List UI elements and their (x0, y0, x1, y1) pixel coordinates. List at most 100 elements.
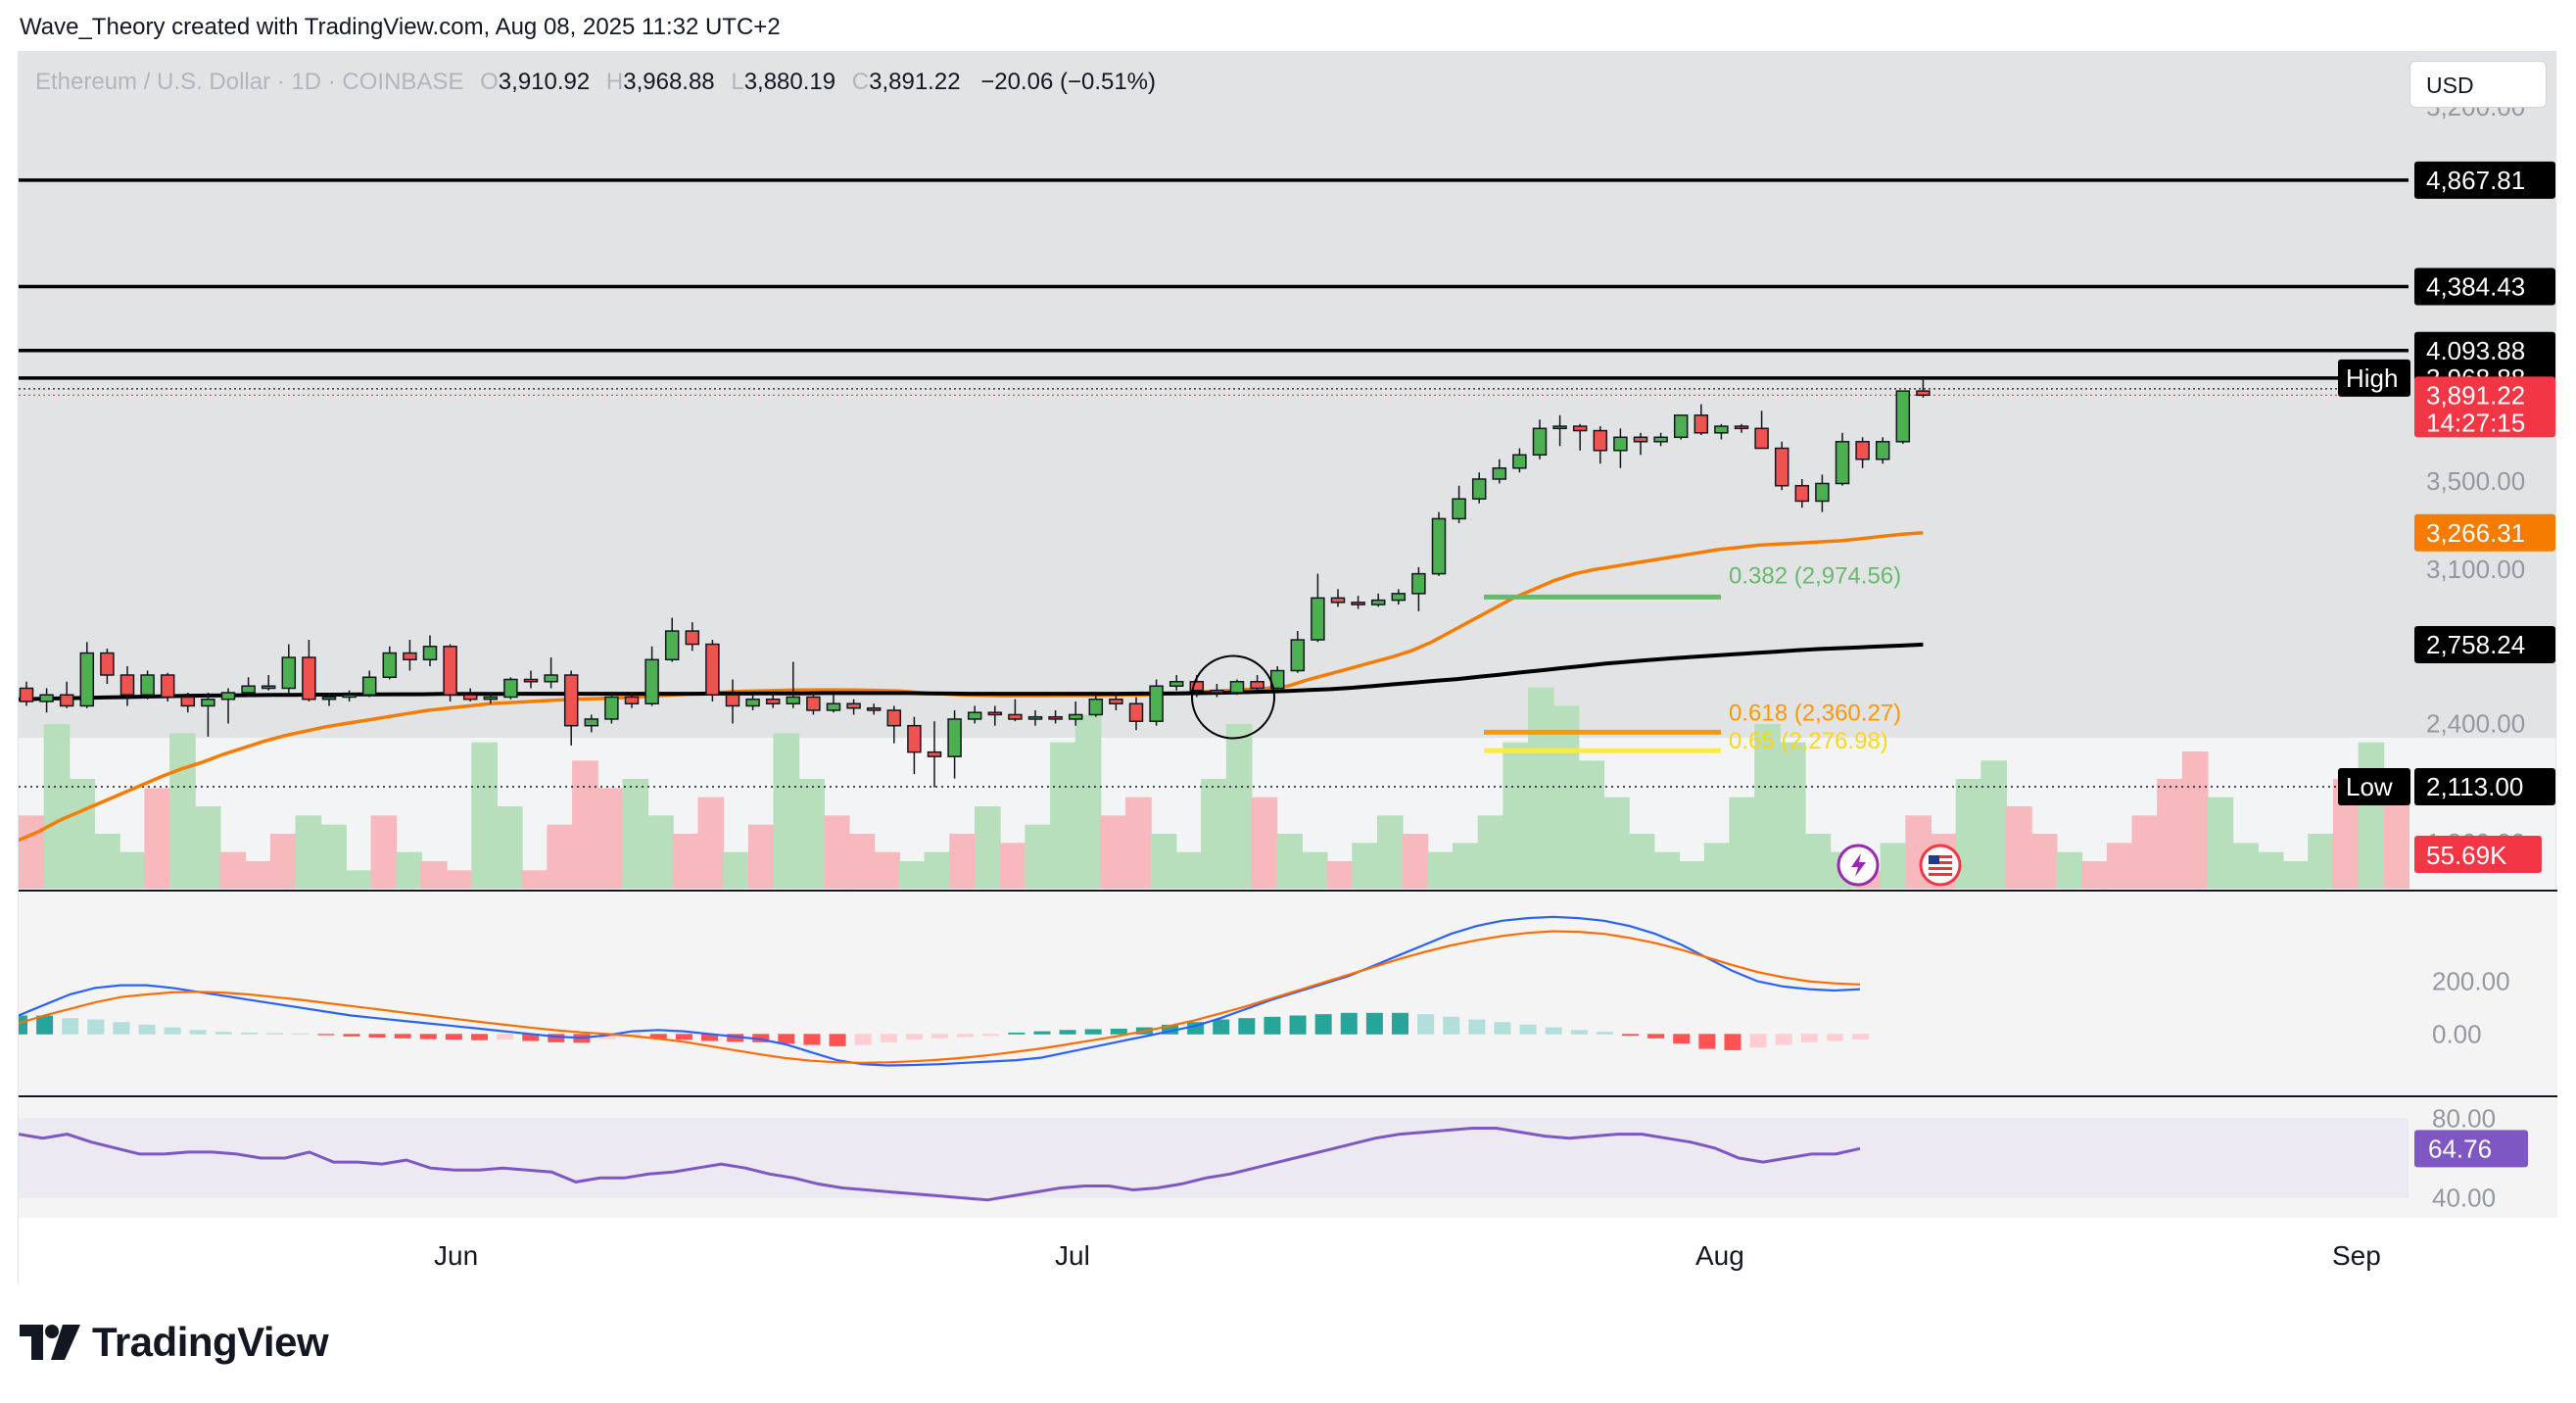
macd-hist-bar (522, 1034, 540, 1041)
macd-hist-bar (164, 1027, 181, 1035)
volume-bar (2030, 834, 2058, 889)
volume-bar (1528, 687, 1554, 889)
symbol-legend[interactable]: Ethereum / U.S. Dollar · 1D · COINBASE O… (35, 69, 1156, 96)
volume-bar (1276, 834, 1303, 889)
candle-up (1391, 593, 1407, 602)
macd-hist-bar (803, 1034, 821, 1045)
volume-bar (596, 788, 624, 889)
level-tag-text: Low (2346, 772, 2393, 801)
candle-up (1714, 425, 1729, 434)
candle-up (140, 674, 155, 696)
candle-up (382, 652, 398, 679)
volume-bar (1402, 834, 1429, 889)
macd-hist-bar (1724, 1034, 1741, 1050)
candle-down (462, 694, 478, 701)
candle-up (1653, 436, 1668, 443)
candle-up (1835, 441, 1850, 485)
chart-canvas[interactable]: 0.382 (2,974.56) 0.618 (2,360.27)0.65 (2,… (19, 52, 2557, 1284)
macd-histogram (19, 1012, 1869, 1050)
volume-bar (2131, 815, 2159, 889)
volume-bar (848, 834, 876, 889)
ema-black-line (19, 642, 1924, 702)
open-value: 3,910.92 (498, 69, 591, 95)
macd-hist-bar (1800, 1034, 1818, 1042)
candle-down (1250, 680, 1264, 690)
volume-bar (622, 779, 649, 889)
rsi-axis-tick: 40.00 (2432, 1184, 2496, 1213)
candle-up (342, 694, 357, 699)
volume-bar (1251, 797, 1278, 889)
candle-down (1330, 597, 1346, 604)
volume-bar (547, 824, 574, 889)
macd-hist-bar (419, 1034, 437, 1040)
price-axis-tick: 3,500.00 (2426, 466, 2525, 496)
volume-bar (1477, 815, 1504, 889)
candle-up (1532, 427, 1548, 457)
volume-bar (1679, 861, 1705, 889)
candle-down (180, 696, 196, 707)
candle-up (79, 652, 95, 707)
volume-bar (420, 861, 448, 889)
rsi-line (19, 1127, 1861, 1202)
candle-up (1895, 390, 1911, 443)
candle-down (886, 709, 902, 727)
volume-bar (69, 779, 96, 889)
macd-hist-bar (1622, 1034, 1639, 1037)
signal-line (19, 930, 1861, 1064)
volume-bar (1301, 851, 1328, 889)
volume-bar (1503, 742, 1530, 889)
candle-down (19, 687, 34, 702)
volume-bar (1779, 742, 1806, 889)
macd-hist-bar (1289, 1015, 1307, 1035)
volume-bar (1376, 815, 1404, 889)
volume-bar (396, 851, 422, 889)
macd-hist-bar (317, 1034, 335, 1036)
candle-up (1452, 498, 1466, 520)
volume-bar (169, 733, 196, 889)
volume-bar (1980, 760, 2008, 889)
macd-hist-bar (138, 1024, 156, 1035)
candle-up (220, 692, 236, 701)
macd-hist-bar (1392, 1012, 1408, 1035)
candle-up (604, 696, 619, 720)
candle-down (1916, 390, 1931, 397)
candle-up (1673, 414, 1689, 439)
volume-bar (1125, 797, 1152, 889)
candle-up (1512, 454, 1527, 469)
macd-hist-bar (1494, 1022, 1511, 1035)
level-tag-box (2338, 359, 2410, 397)
countdown-label-text: 14:27:15 (2426, 408, 2525, 437)
close-label: C (851, 69, 870, 95)
candle-up (1613, 436, 1628, 452)
time-axis-tick: Sep (2332, 1240, 2381, 1271)
volume-bar (2282, 861, 2310, 889)
candle-down (403, 652, 417, 661)
candles (19, 377, 1931, 788)
candle-down (987, 711, 1003, 716)
macd-hist-bar (905, 1034, 923, 1040)
brand-footer[interactable]: TradingView (20, 1319, 329, 1366)
volume-bar (1880, 843, 1907, 889)
candle-down (705, 643, 720, 696)
us-flag-icon (1919, 844, 1962, 887)
volume-bar (1352, 843, 1378, 889)
volume-bar (798, 779, 825, 889)
volume-bar (144, 788, 171, 889)
candle-down (1128, 702, 1144, 722)
volume-bar (19, 815, 45, 889)
volume-bar (1552, 705, 1580, 889)
candle-up (1290, 639, 1306, 672)
currency-selector[interactable]: USD (2409, 61, 2547, 108)
macd-hist-bar (1775, 1034, 1792, 1045)
volume-bar (471, 742, 498, 889)
candle-up (664, 630, 680, 661)
candle-up (321, 696, 337, 701)
macd-hist-bar (1365, 1012, 1383, 1035)
macd-hist-bar (1826, 1034, 1843, 1041)
volume-bar (874, 851, 900, 889)
volume-bar (1453, 843, 1479, 889)
macd-hist-bar (778, 1034, 795, 1044)
candle-down (261, 685, 276, 690)
symbol-name: Ethereum / U.S. Dollar · 1D · COINBASE (35, 69, 464, 95)
candle-up (422, 646, 438, 661)
